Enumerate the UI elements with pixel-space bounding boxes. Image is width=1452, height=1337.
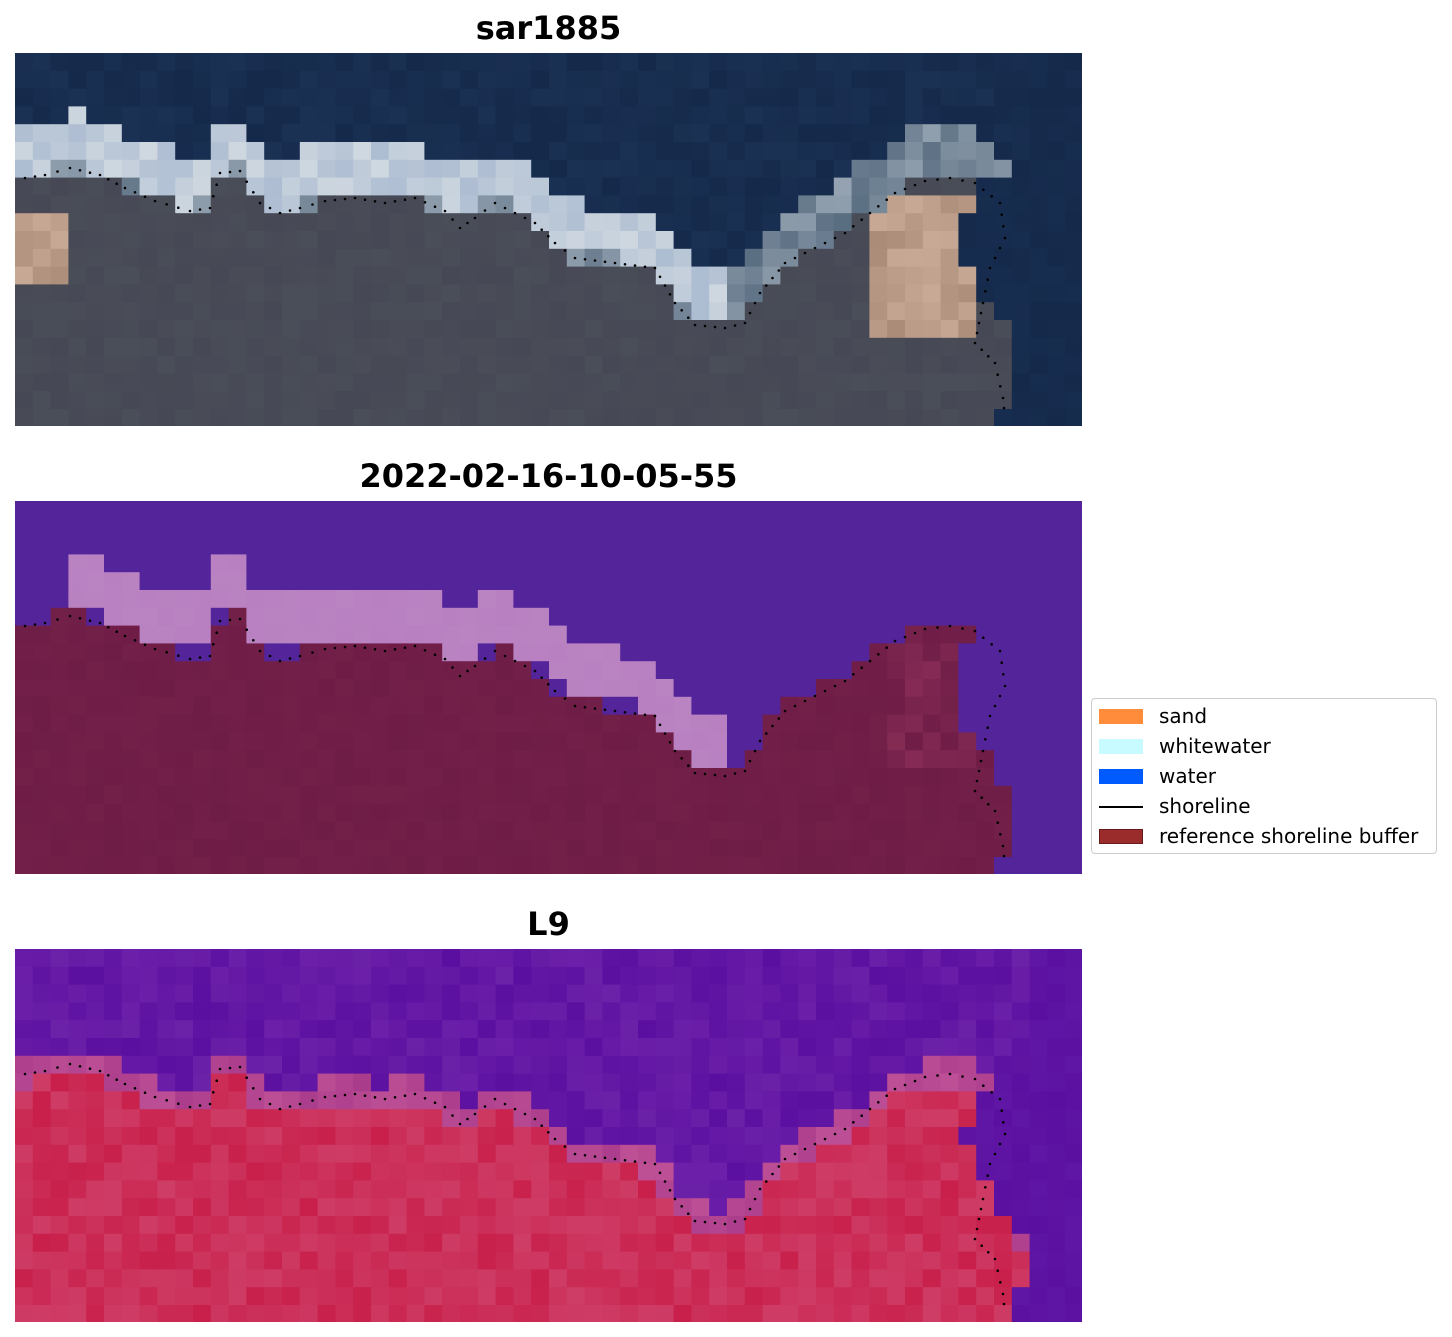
legend-label-reference-buffer: reference shoreline buffer bbox=[1159, 824, 1419, 848]
panel-index-map bbox=[15, 949, 1082, 1322]
legend-label-shoreline: shoreline bbox=[1159, 794, 1251, 818]
shoreline-points bbox=[23, 166, 1007, 410]
legend-swatch-sand bbox=[1099, 709, 1143, 724]
legend-item-reference-buffer: reference shoreline buffer bbox=[1099, 824, 1435, 848]
panel-title-sar: sar1885 bbox=[475, 9, 622, 47]
legend-label-sand: sand bbox=[1159, 704, 1208, 728]
panel-title-date: 2022-02-16-10-05-55 bbox=[359, 457, 738, 495]
legend-swatch-shoreline bbox=[1099, 806, 1143, 808]
rgb-image-map bbox=[15, 53, 1082, 426]
legend-item-shoreline: shoreline bbox=[1099, 794, 1435, 818]
legend-swatch-reference-buffer bbox=[1099, 829, 1143, 844]
panel-title-l9: L9 bbox=[527, 905, 570, 943]
legend-item-sand: sand bbox=[1099, 704, 1435, 728]
legend-label-whitewater: whitewater bbox=[1159, 734, 1271, 758]
shoreline-points bbox=[23, 1062, 1007, 1306]
legend: sand whitewater water shoreline referenc… bbox=[1091, 698, 1437, 854]
legend-item-whitewater: whitewater bbox=[1099, 734, 1435, 758]
legend-swatch-whitewater bbox=[1099, 739, 1143, 754]
panel-rgb-image bbox=[15, 53, 1082, 426]
legend-swatch-water bbox=[1099, 769, 1143, 784]
classification-map bbox=[15, 501, 1082, 874]
index-map bbox=[15, 949, 1082, 1322]
shoreline-points bbox=[23, 614, 1007, 858]
legend-label-water: water bbox=[1159, 764, 1216, 788]
panel-classification bbox=[15, 501, 1082, 874]
legend-item-water: water bbox=[1099, 764, 1435, 788]
